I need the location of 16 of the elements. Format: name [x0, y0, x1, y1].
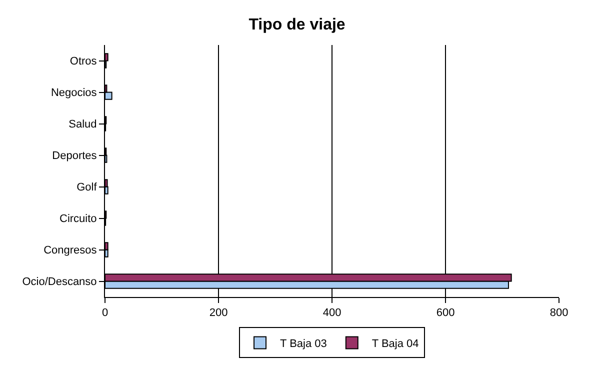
- y-tick-label: Congresos: [44, 244, 98, 257]
- y-tick-label: Deportes: [52, 150, 98, 162]
- x-tick-label: 0: [102, 307, 108, 320]
- y-tick-label: Salud: [68, 118, 97, 131]
- y-tick-label: Golf: [76, 182, 98, 194]
- y-tick-label: Otros: [70, 56, 98, 68]
- x-tick-label: 400: [322, 307, 342, 320]
- legend-label: T Baja 04: [372, 338, 419, 350]
- x-tick-label: 600: [436, 307, 455, 320]
- x-tick-label: 800: [550, 307, 568, 320]
- x-tick-label: 200: [209, 307, 228, 320]
- chart-title: Tipo de viaje: [248, 16, 346, 34]
- y-tick-label: Ocio/Descanso: [22, 276, 97, 288]
- y-tick-label: Circuito: [60, 213, 97, 226]
- legend-label: T Baja 03: [280, 338, 327, 350]
- y-tick-label: Negocios: [50, 87, 98, 100]
